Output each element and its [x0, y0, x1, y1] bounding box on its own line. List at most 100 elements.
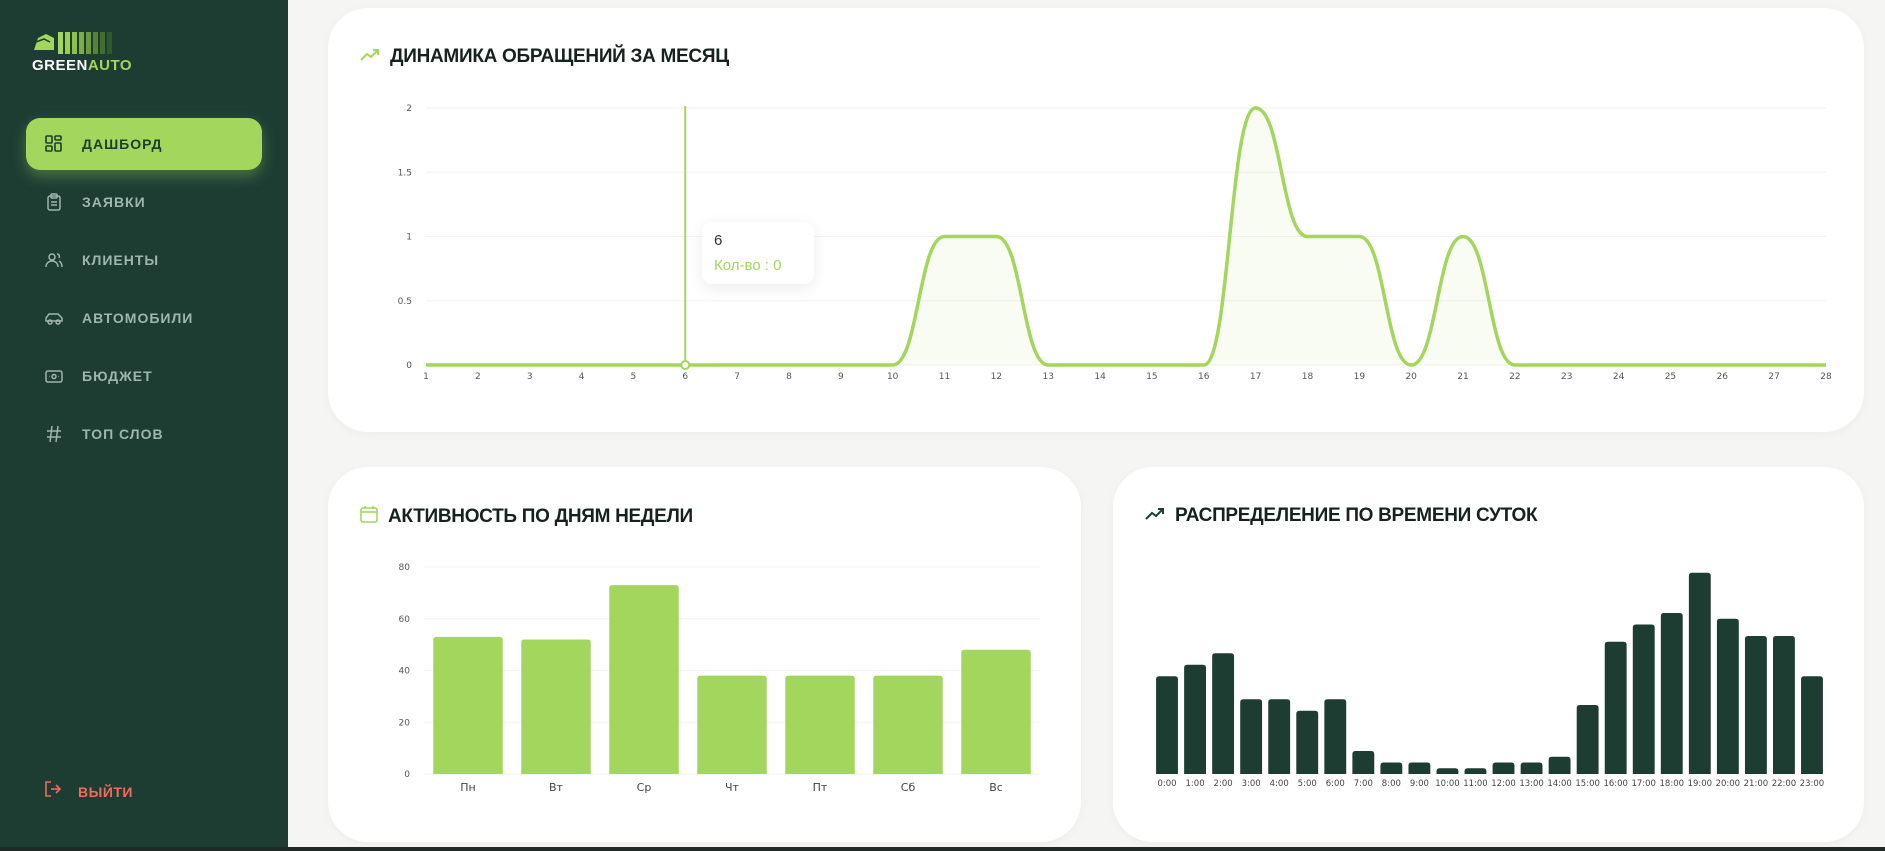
- logo-text-auto: AUTO: [87, 57, 133, 74]
- bar: [1212, 653, 1235, 774]
- hash-icon: [44, 424, 64, 444]
- x-tick-label: 13: [1042, 372, 1053, 382]
- bar: [1688, 572, 1711, 774]
- y-tick-label: 1: [406, 233, 412, 243]
- x-tick-label: 19: [1354, 372, 1366, 382]
- series-area: [426, 108, 1826, 365]
- y-tick-label: 1.5: [398, 168, 412, 178]
- x-tick-label: 3:00: [1242, 779, 1261, 789]
- sidebar-item-requests[interactable]: ЗАЯВКИ: [26, 176, 262, 228]
- x-tick-label: 1: [423, 372, 429, 382]
- users-icon: [44, 250, 64, 270]
- monthly-line-chart[interactable]: 00.511.521 2 3 4 5 6 7 8 9 10 11 12 13 14 15 16 17 18 19 20…: [328, 8, 1864, 432]
- logo-car-icon: [34, 32, 112, 54]
- bar: [1296, 710, 1319, 774]
- bar: [961, 649, 1031, 774]
- weekly-activity-card: АКТИВНОСТЬ ПО ДНЯМ НЕДЕЛИ 0 20 40 60 80 Пн Вт С…: [328, 467, 1081, 842]
- clipboard-icon: [44, 192, 64, 212]
- x-tick-label: 12: [991, 372, 1002, 382]
- bar: [609, 585, 679, 774]
- bar: [785, 675, 855, 774]
- sidebar-nav: ДАШБОРД ЗАЯВКИ КЛИЕНТЫ: [26, 118, 262, 466]
- y-tick-label: 40: [399, 667, 411, 677]
- bar: [1324, 699, 1347, 774]
- x-tick-label: 21:00: [1744, 779, 1769, 789]
- weekly-bar-chart[interactable]: 0 20 40 60 80 Пн Вт Ср Чт Пт Сб Вс: [328, 467, 1081, 842]
- sidebar-item-label: АВТОМОБИЛИ: [82, 310, 194, 326]
- sidebar-item-label: ТОП СЛОВ: [82, 426, 164, 442]
- bar: [1408, 762, 1431, 774]
- x-tick-label: 7: [734, 372, 740, 382]
- bar: [1744, 636, 1767, 774]
- x-tick-label: 4:00: [1270, 779, 1289, 789]
- x-tick-label: 9: [838, 372, 844, 382]
- x-tick-label: 0:00: [1157, 779, 1176, 789]
- x-tick-label: 16: [1198, 372, 1210, 382]
- card-title: АКТИВНОСТЬ ПО ДНЯМ НЕДЕЛИ: [388, 505, 693, 527]
- monthly-dynamics-card: ДИНАМИКА ОБРАЩЕНИЙ ЗА МЕСЯЦ 0 0.5 1 1.5 2 1 2 3…: [328, 8, 1864, 432]
- x-tick-label: 2:00: [1214, 779, 1233, 789]
- x-tick-label: 11: [939, 372, 950, 382]
- chart-tooltip: 6 Кол-во : 0: [702, 222, 814, 284]
- x-tick-label: 8: [786, 372, 792, 382]
- x-tick-label: 1:00: [1186, 779, 1205, 789]
- x-tick-label: Пт: [813, 781, 828, 794]
- bar: [1436, 768, 1459, 774]
- card-title: РАСПРЕДЕЛЕНИЕ ПО ВРЕМЕНИ СУТОК: [1175, 505, 1538, 526]
- card-header: РАСПРЕДЕЛЕНИЕ ПО ВРЕМЕНИ СУТОК: [1145, 505, 1538, 527]
- y-tick-label: 0.5: [398, 297, 412, 307]
- logout-label: ВЫЙТИ: [78, 783, 133, 800]
- y-tick-label: 80: [399, 563, 411, 573]
- sidebar-item-top-words[interactable]: ТОП СЛОВ: [26, 408, 262, 460]
- x-tick-label: 12:00: [1491, 779, 1516, 789]
- logo-text-green: GREEN: [32, 57, 88, 74]
- x-tick-label: 22: [1509, 372, 1520, 382]
- x-tick-label: 13:00: [1519, 779, 1544, 789]
- greenauto-logo[interactable]: GREENAUTO: [32, 30, 132, 76]
- bar: [1548, 756, 1571, 774]
- bar: [433, 636, 503, 774]
- x-tick-label: 14: [1094, 372, 1106, 382]
- hourly-bar-chart[interactable]: 0:00 1:00 2:00 3:00 4:00 5:00 6:00 7:00 8:00 9:00…: [1113, 467, 1864, 842]
- bar: [1240, 699, 1263, 774]
- sidebar-item-label: ЗАЯВКИ: [82, 194, 146, 210]
- wallet-icon: [44, 366, 64, 386]
- x-tick-label: 23: [1561, 372, 1572, 382]
- sidebar-item-dashboard[interactable]: ДАШБОРД: [26, 118, 262, 170]
- dashboard-grid-icon: [44, 134, 64, 154]
- y-tick-label: 0: [404, 770, 410, 780]
- sidebar-item-label: БЮДЖЕТ: [82, 368, 153, 384]
- x-tick-label: 20:00: [1716, 779, 1741, 789]
- bar: [1352, 751, 1375, 774]
- logout-button[interactable]: ВЫЙТИ: [44, 780, 133, 803]
- tooltip-value-label: Кол-во : 0: [714, 257, 782, 274]
- x-tick-label: Пн: [460, 781, 475, 794]
- sidebar-item-budget[interactable]: БЮДЖЕТ: [26, 350, 262, 402]
- sidebar-item-clients[interactable]: КЛИЕНТЫ: [26, 234, 262, 286]
- card-header: ДИНАМИКА ОБРАЩЕНИЙ ЗА МЕСЯЦ: [360, 46, 729, 68]
- card-title: ДИНАМИКА ОБРАЩЕНИЙ ЗА МЕСЯЦ: [390, 46, 729, 67]
- bar: [1492, 762, 1515, 774]
- x-tick-label: 20: [1405, 372, 1417, 382]
- bar: [1801, 676, 1823, 774]
- x-tick-label: 15: [1146, 372, 1157, 382]
- x-tick-label: 17: [1250, 372, 1261, 382]
- x-tick-label: 18: [1302, 372, 1314, 382]
- y-tick-label: 20: [399, 718, 411, 728]
- sidebar-item-cars[interactable]: АВТОМОБИЛИ: [26, 292, 262, 344]
- x-tick-label: 17:00: [1631, 779, 1656, 789]
- x-tick-label: 6:00: [1326, 779, 1345, 789]
- x-tick-label: 10: [887, 372, 899, 382]
- x-tick-label: 10:00: [1435, 779, 1460, 789]
- calendar-icon: [360, 505, 378, 528]
- bar: [1520, 762, 1543, 774]
- x-tick-label: 27: [1768, 372, 1779, 382]
- y-tick-label: 0: [406, 361, 412, 371]
- x-tick-label: 25: [1665, 372, 1676, 382]
- hourly-distribution-card: РАСПРЕДЕЛЕНИЕ ПО ВРЕМЕНИ СУТОК 0:00 1:00 2…: [1113, 467, 1864, 842]
- tooltip-x-label: 6: [714, 232, 723, 249]
- x-tick-label: 3: [527, 372, 533, 382]
- hover-point: [680, 360, 691, 370]
- x-tick-label: 9:00: [1410, 779, 1429, 789]
- x-tick-label: 24: [1613, 372, 1625, 382]
